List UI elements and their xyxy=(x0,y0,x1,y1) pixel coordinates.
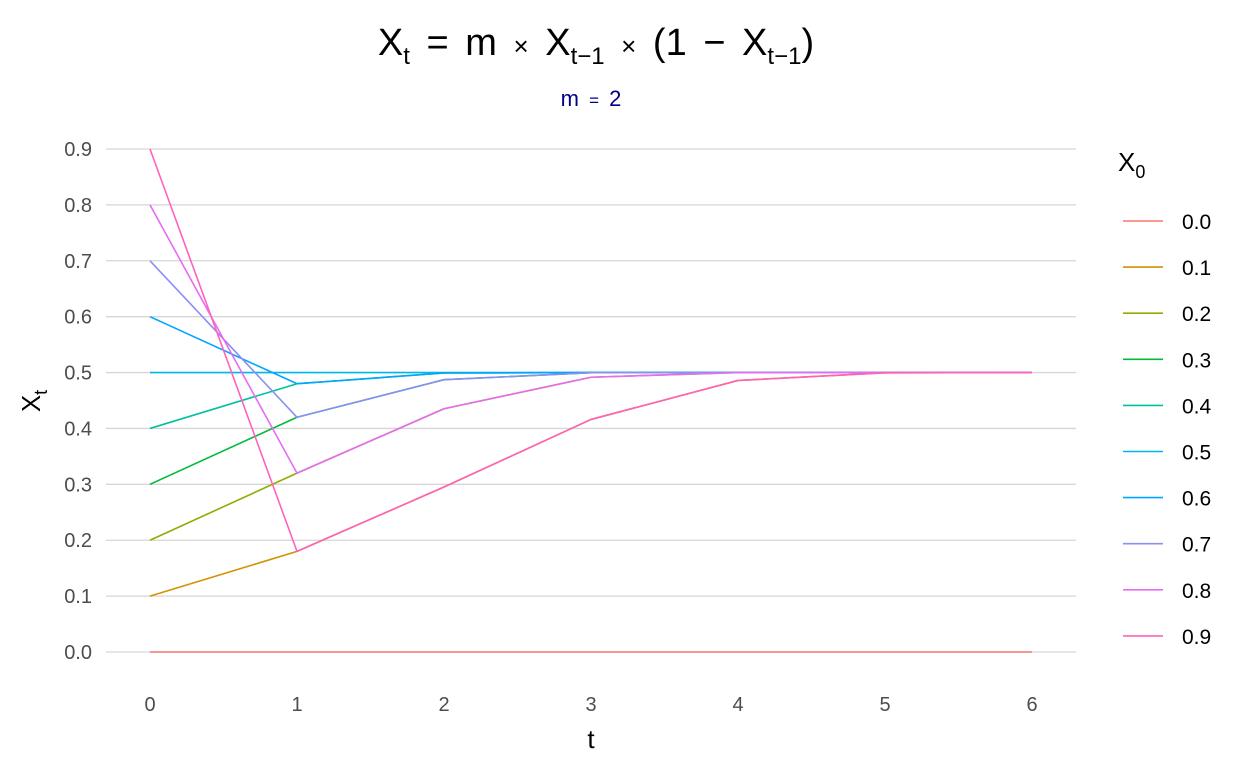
x-tick-label: 3 xyxy=(585,694,596,716)
legend-label-9: 0.9 xyxy=(1182,626,1211,649)
y-axis-label: Xt xyxy=(16,390,51,412)
series-line-8 xyxy=(149,204,1032,474)
legend-title: X0 xyxy=(1118,147,1145,182)
x-axis-label: t xyxy=(587,724,595,754)
y-tick-label: 0.4 xyxy=(64,418,92,440)
y-tick-label: 0.3 xyxy=(64,474,92,496)
legend-label-5: 0.5 xyxy=(1182,442,1211,465)
x-tick-label: 1 xyxy=(291,694,302,716)
legend-label-2: 0.2 xyxy=(1182,303,1211,326)
chart-title: Xt = m × Xt−1 × (1 − Xt−1) xyxy=(378,22,814,73)
y-tick-label: 0.6 xyxy=(64,307,92,329)
series-line-7 xyxy=(149,260,1032,419)
legend-label-8: 0.8 xyxy=(1182,580,1211,603)
y-tick-label: 0.0 xyxy=(64,642,92,664)
series-line-6 xyxy=(149,315,1032,385)
y-tick-label: 0.2 xyxy=(64,530,92,552)
legend: X0 0.0 0.1 0.2 0.3 0.4 0.5 0.6 0.7 0.8 0.9 xyxy=(1118,147,1212,649)
y-tick-label: 0.9 xyxy=(64,139,92,161)
series-lines xyxy=(149,148,1033,653)
series-line-2 xyxy=(149,371,1032,541)
y-axis-ticks: 0.0 0.1 0.2 0.3 0.4 0.5 0.6 0.7 0.8 0.9 xyxy=(64,139,92,664)
legend-label-7: 0.7 xyxy=(1182,534,1211,557)
y-tick-label: 0.5 xyxy=(64,363,92,385)
chart-subtitle: m = 2 xyxy=(561,86,622,111)
x-tick-label: 0 xyxy=(144,694,155,716)
y-tick-label: 0.7 xyxy=(64,251,92,273)
x-tick-label: 2 xyxy=(438,694,449,716)
legend-label-0: 0.0 xyxy=(1182,211,1211,234)
x-tick-label: 6 xyxy=(1026,694,1037,716)
gridlines xyxy=(106,148,1076,653)
y-tick-label: 0.1 xyxy=(64,586,92,608)
x-axis-ticks: 0 1 2 3 4 5 6 xyxy=(144,694,1037,716)
series-line-9 xyxy=(149,148,1033,553)
legend-label-1: 0.1 xyxy=(1182,257,1211,280)
x-tick-label: 5 xyxy=(879,694,890,716)
legend-label-6: 0.6 xyxy=(1182,488,1211,511)
legend-label-3: 0.3 xyxy=(1182,349,1211,372)
legend-label-4: 0.4 xyxy=(1182,395,1212,418)
x-tick-label: 4 xyxy=(732,694,743,716)
y-tick-label: 0.8 xyxy=(64,195,92,217)
